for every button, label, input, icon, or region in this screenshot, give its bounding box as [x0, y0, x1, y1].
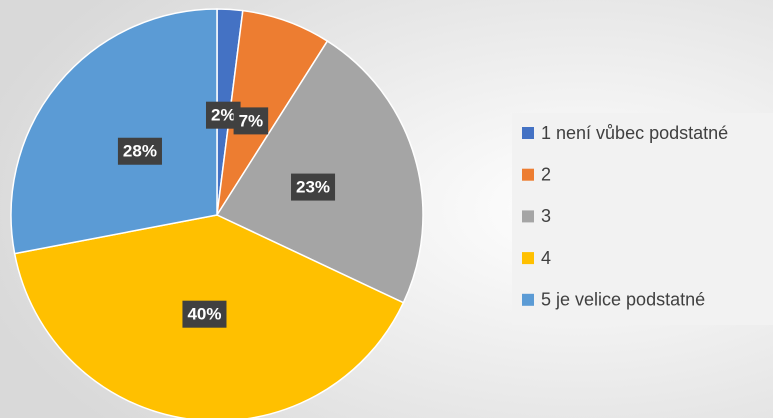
pie-slice: [10, 8, 218, 255]
data-label: 2%: [211, 106, 236, 125]
legend-swatch: [522, 252, 534, 265]
legend-swatch: [522, 293, 534, 306]
data-label-box: [291, 173, 336, 201]
data-label: 7%: [239, 111, 264, 130]
data-label-box: [233, 107, 269, 135]
legend-label: 1 není vůbec podstatné: [541, 123, 728, 143]
legend-label: 3: [541, 206, 551, 226]
legend-label: 4: [541, 248, 551, 268]
data-label-box: [117, 137, 162, 165]
data-label: 28%: [123, 142, 157, 161]
legend-swatch: [522, 127, 534, 139]
legend-box: [512, 113, 773, 325]
data-label-box: [182, 300, 227, 328]
data-label: 40%: [187, 305, 221, 324]
legend-label: 5 je velice podstatné: [541, 290, 705, 310]
legend-label: 2: [541, 164, 551, 184]
pie-slice: [215, 40, 424, 304]
legend-swatch: [522, 210, 534, 223]
data-label: 23%: [296, 178, 330, 197]
legend-swatch: [522, 168, 534, 181]
